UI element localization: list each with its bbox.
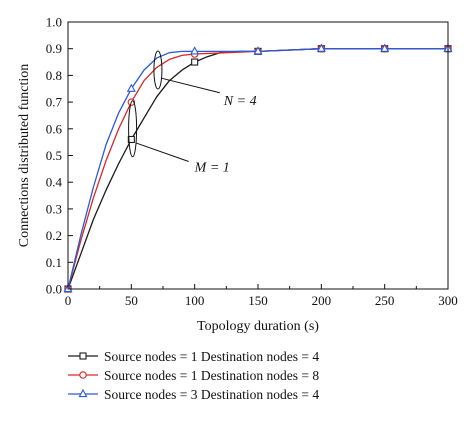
y-tick-label: 1.0	[46, 15, 62, 30]
legend-marker	[79, 371, 87, 379]
data-point	[316, 43, 326, 52]
y-tick-label: 0.7	[46, 95, 63, 110]
legend-item-2: Source nodes = 1 Destination nodes = 8	[68, 368, 319, 383]
series-3	[63, 43, 453, 293]
x-tick-label: 50	[125, 293, 138, 308]
annotation-ellipse	[153, 50, 163, 90]
legend: Source nodes = 1 Destination nodes = 4 So…	[68, 349, 319, 402]
y-axis-title: Connections distributed function	[17, 64, 32, 248]
y-tick-label: 0.6	[46, 121, 63, 136]
data-point	[191, 58, 199, 66]
series-1	[64, 45, 452, 293]
series-line	[67, 48, 448, 290]
annotation-leader	[160, 77, 220, 94]
annotation-ellipse	[128, 100, 138, 158]
plot-frame	[67, 21, 449, 290]
y-tick-label: 0.8	[46, 68, 62, 83]
legend-label: Source nodes = 1 Destination nodes = 4	[104, 349, 319, 364]
data-point	[253, 46, 263, 55]
chart-annotations: N = 4 M = 1	[128, 50, 257, 176]
data-point	[127, 135, 135, 144]
x-tick-label: 100	[185, 293, 205, 308]
data-point	[126, 83, 136, 92]
legend-label: Source nodes = 3 Destination nodes = 4	[104, 387, 319, 402]
y-tick-label: 0.2	[46, 228, 62, 243]
legend-marker	[79, 352, 87, 360]
series-2	[64, 44, 452, 293]
chart-series	[63, 43, 453, 293]
axis-ticks	[67, 21, 449, 290]
annotation-label: N = 4	[223, 94, 257, 109]
x-tick-label: 0	[65, 293, 72, 308]
annotation-2: M = 1	[128, 100, 230, 176]
data-point	[190, 46, 200, 55]
legend-label: Source nodes = 1 Destination nodes = 8	[104, 368, 319, 383]
series-line	[67, 48, 448, 290]
x-tick-label: 300	[438, 293, 458, 308]
legend-item-3: Source nodes = 3 Destination nodes = 4	[68, 387, 319, 402]
annotation-label: M = 1	[194, 161, 230, 176]
y-tick-label: 0.9	[46, 41, 62, 56]
y-tick-label: 0.3	[46, 201, 62, 216]
y-tick-label: 0.5	[46, 148, 62, 163]
x-tick-label: 150	[248, 293, 268, 308]
legend-item-1: Source nodes = 1 Destination nodes = 4	[68, 349, 319, 364]
y-tick-label: 0.1	[46, 255, 62, 270]
data-point	[380, 43, 390, 52]
tick-labels: 0 50 100 150 200 250 300 0.0 0.1 0.2 0.3 0.4 0.5 0.6 0…	[46, 15, 458, 309]
series-line	[67, 48, 448, 290]
y-tick-label: 0.4	[46, 175, 63, 190]
x-axis-title: Topology duration (s)	[197, 319, 319, 334]
annotation-1: N = 4	[153, 50, 257, 109]
legend-marker	[78, 388, 88, 398]
x-tick-label: 250	[375, 293, 395, 308]
annotation-leader	[135, 142, 189, 162]
y-tick-label: 0.0	[46, 282, 62, 297]
x-tick-label: 200	[312, 293, 332, 308]
